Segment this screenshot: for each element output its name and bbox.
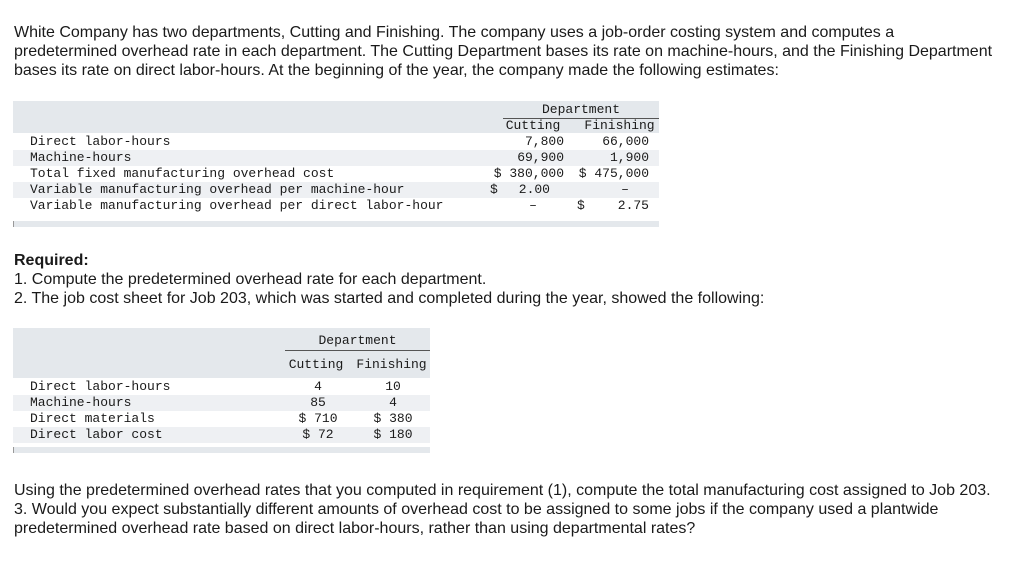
requirement-2: 2. The job cost sheet for Job 203, which… bbox=[14, 290, 765, 307]
table-row: Direct labor-hours 7,800 66,000 bbox=[13, 134, 659, 150]
required-heading: Required: bbox=[14, 252, 89, 269]
required-section: Required: 1. Compute the predetermined o… bbox=[14, 251, 999, 308]
row-label: Variable manufacturing overhead per dire… bbox=[30, 198, 444, 213]
table-header-background bbox=[13, 328, 430, 378]
finishing-value: 4 bbox=[389, 395, 397, 410]
table-row: Variable manufacturing overhead per dire… bbox=[13, 198, 659, 214]
header-rule bbox=[503, 118, 659, 119]
table-row: Machine-hours 85 4 bbox=[13, 395, 430, 411]
cutting-value: 7,800 bbox=[524, 134, 564, 149]
table-footer bbox=[13, 447, 430, 453]
row-label: Variable manufacturing overhead per mach… bbox=[30, 182, 405, 197]
table-footer-tick bbox=[13, 447, 14, 453]
finishing-value: 66,000 bbox=[602, 134, 649, 149]
job-203-table: Department Cutting Finishing Direct labo… bbox=[13, 328, 430, 456]
cutting-value: 4 bbox=[314, 379, 322, 394]
column-header-cutting: Cutting bbox=[288, 357, 344, 372]
table-row: Machine-hours 69,900 1,900 bbox=[13, 150, 659, 166]
finishing-value: 2.75 bbox=[617, 198, 649, 213]
finishing-value: $ 475,000 bbox=[578, 166, 649, 181]
requirement-2-instruction: Using the predetermined overhead rates t… bbox=[14, 482, 991, 499]
table-row: Total fixed manufacturing overhead cost … bbox=[13, 166, 659, 182]
header-rule bbox=[285, 350, 430, 351]
cutting-value: 85 bbox=[310, 395, 326, 410]
department-header: Department bbox=[318, 333, 397, 348]
department-header: Department bbox=[541, 102, 620, 117]
estimates-table: Department Cutting Finishing Direct labo… bbox=[13, 101, 659, 227]
row-label: Direct labor cost bbox=[30, 427, 163, 442]
row-label: Direct labor-hours bbox=[30, 134, 171, 149]
cutting-currency-symbol: $ bbox=[490, 182, 498, 197]
finishing-value: 10 bbox=[385, 379, 401, 394]
requirement-3: 3. Would you expect substantially differ… bbox=[14, 501, 939, 537]
cutting-value: $ 72 bbox=[302, 427, 334, 442]
column-header-cutting: Cutting bbox=[505, 118, 561, 133]
cutting-value: – bbox=[529, 198, 537, 213]
finishing-currency-symbol: $ bbox=[577, 198, 585, 213]
finishing-value: $ 180 bbox=[373, 427, 413, 442]
row-label: Machine-hours bbox=[30, 395, 132, 410]
finishing-value: 1,900 bbox=[609, 150, 649, 165]
closing-section: Using the predetermined overhead rates t… bbox=[14, 481, 1004, 538]
row-label: Direct materials bbox=[30, 411, 155, 426]
table-row: Direct labor cost $ 72 $ 180 bbox=[13, 427, 430, 443]
table-header-background bbox=[13, 101, 659, 133]
table-footer-tick bbox=[13, 221, 14, 227]
finishing-value: – bbox=[621, 182, 629, 197]
column-header-finishing: Finishing bbox=[356, 357, 427, 372]
cutting-value: $ 380,000 bbox=[493, 166, 564, 181]
cutting-value: 2.00 bbox=[518, 182, 550, 197]
row-label: Direct labor-hours bbox=[30, 379, 171, 394]
row-label: Total fixed manufacturing overhead cost bbox=[30, 166, 335, 181]
cutting-value: $ 710 bbox=[298, 411, 338, 426]
table-row: Variable manufacturing overhead per mach… bbox=[13, 182, 659, 198]
column-header-finishing: Finishing bbox=[584, 118, 655, 133]
row-label: Machine-hours bbox=[30, 150, 132, 165]
table-row: Direct labor-hours 4 10 bbox=[13, 379, 430, 395]
table-row: Direct materials $ 710 $ 380 bbox=[13, 411, 430, 427]
table-footer bbox=[13, 221, 659, 227]
cutting-value: 69,900 bbox=[517, 150, 564, 165]
finishing-value: $ 380 bbox=[373, 411, 413, 426]
problem-intro: White Company has two departments, Cutti… bbox=[14, 24, 993, 79]
requirement-1: 1. Compute the predetermined overhead ra… bbox=[14, 271, 487, 288]
